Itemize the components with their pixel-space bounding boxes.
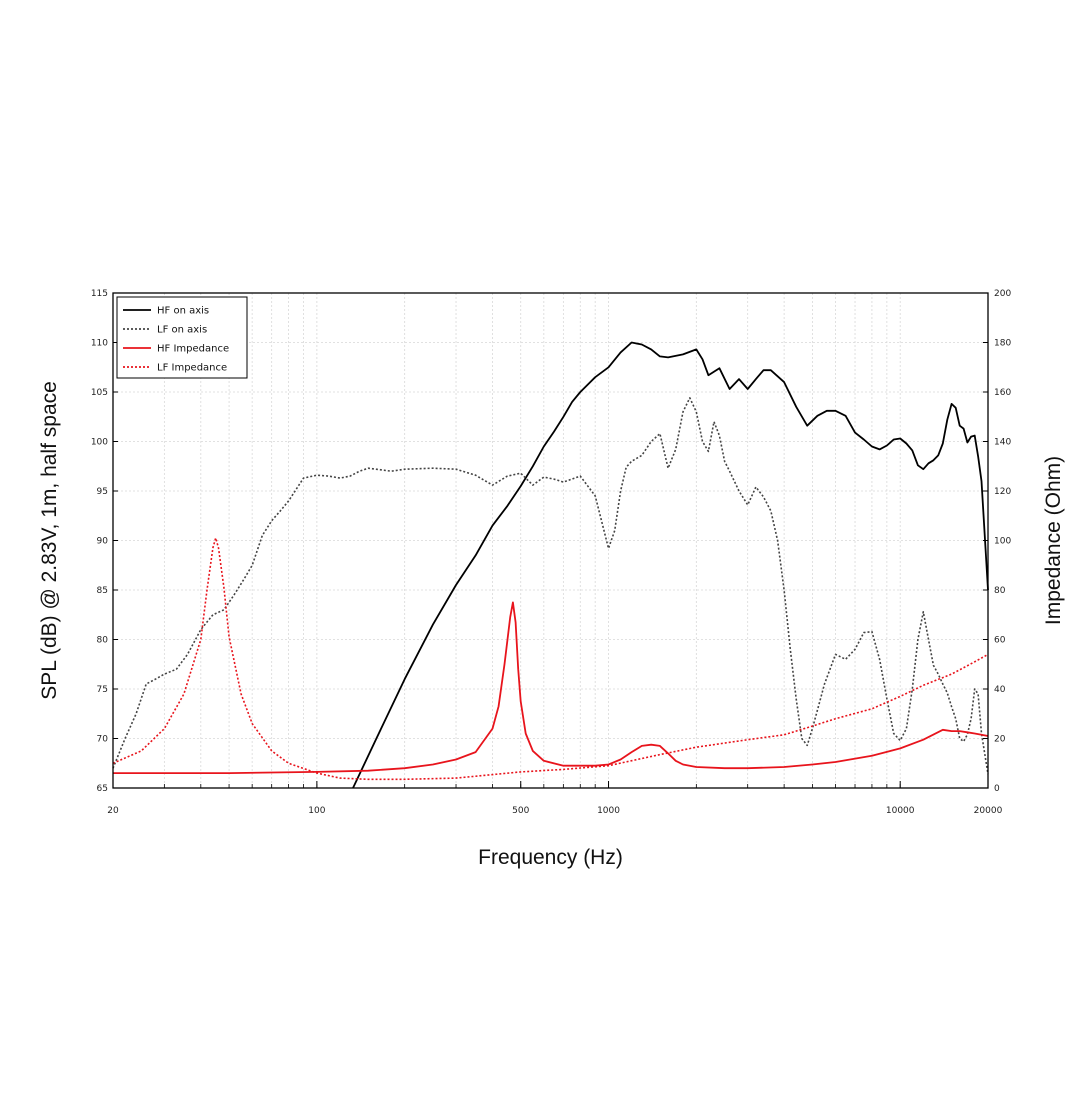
y-tick-label: 90 (97, 537, 109, 547)
x-tick-label: 500 (512, 806, 529, 816)
y2-tick-label: 140 (994, 438, 1011, 448)
legend-entry: LF on axis (157, 325, 207, 336)
y2-tick-label: 120 (994, 487, 1011, 497)
grid (113, 293, 988, 788)
y-tick-label: 95 (97, 487, 108, 497)
x-tick-label: 20000 (974, 806, 1003, 816)
y2-tick-label: 40 (994, 685, 1006, 695)
y-tick-label: 80 (97, 636, 109, 646)
series-line-2 (112, 397, 989, 775)
x-tick-label: 1000 (597, 806, 620, 816)
y-tick-label: 105 (91, 388, 108, 398)
y2-tick-label: 0 (994, 784, 1000, 794)
x-tick-label: 10000 (886, 806, 915, 816)
y-axis-title: SPL (dB) @ 2.83V, 1m, half space (38, 381, 61, 700)
y2-axis-title: Impedance (Ohm) (1042, 456, 1065, 625)
y-tick-label: 110 (91, 339, 108, 349)
legend-entry: HF Impedance (157, 344, 229, 355)
legend: HF on axis LF on axis HF Impedance LF Imped… (116, 296, 248, 379)
x-axis-title: Frequency (Hz) (478, 846, 623, 869)
series-lines (112, 341, 989, 789)
y2-tick-label: 60 (994, 636, 1006, 646)
y-tick-label: 115 (91, 289, 108, 299)
series-line-4 (112, 537, 989, 781)
y-tick-label: 70 (97, 735, 109, 745)
axis-ticks: 65 70 75 80 85 90 95 100 105 110 115 0 20 40 60 80 100 12… (91, 289, 1012, 816)
series-line-1 (352, 341, 989, 789)
y-tick-label: 85 (97, 586, 108, 596)
y2-tick-label: 80 (994, 586, 1006, 596)
y2-tick-label: 20 (994, 735, 1006, 745)
y2-tick-label: 200 (994, 289, 1011, 299)
y2-tick-label: 160 (994, 388, 1011, 398)
y2-tick-label: 180 (994, 339, 1011, 349)
y-tick-label: 100 (91, 438, 108, 448)
series-line-3 (113, 601, 989, 774)
y-tick-label: 65 (97, 784, 108, 794)
x-tick-label: 100 (308, 806, 325, 816)
y2-tick-label: 100 (994, 537, 1011, 547)
x-tick-label: 20 (107, 806, 119, 816)
legend-entry: HF on axis (157, 306, 209, 317)
y-tick-label: 75 (97, 685, 108, 695)
legend-entry: LF Impedance (157, 363, 227, 374)
